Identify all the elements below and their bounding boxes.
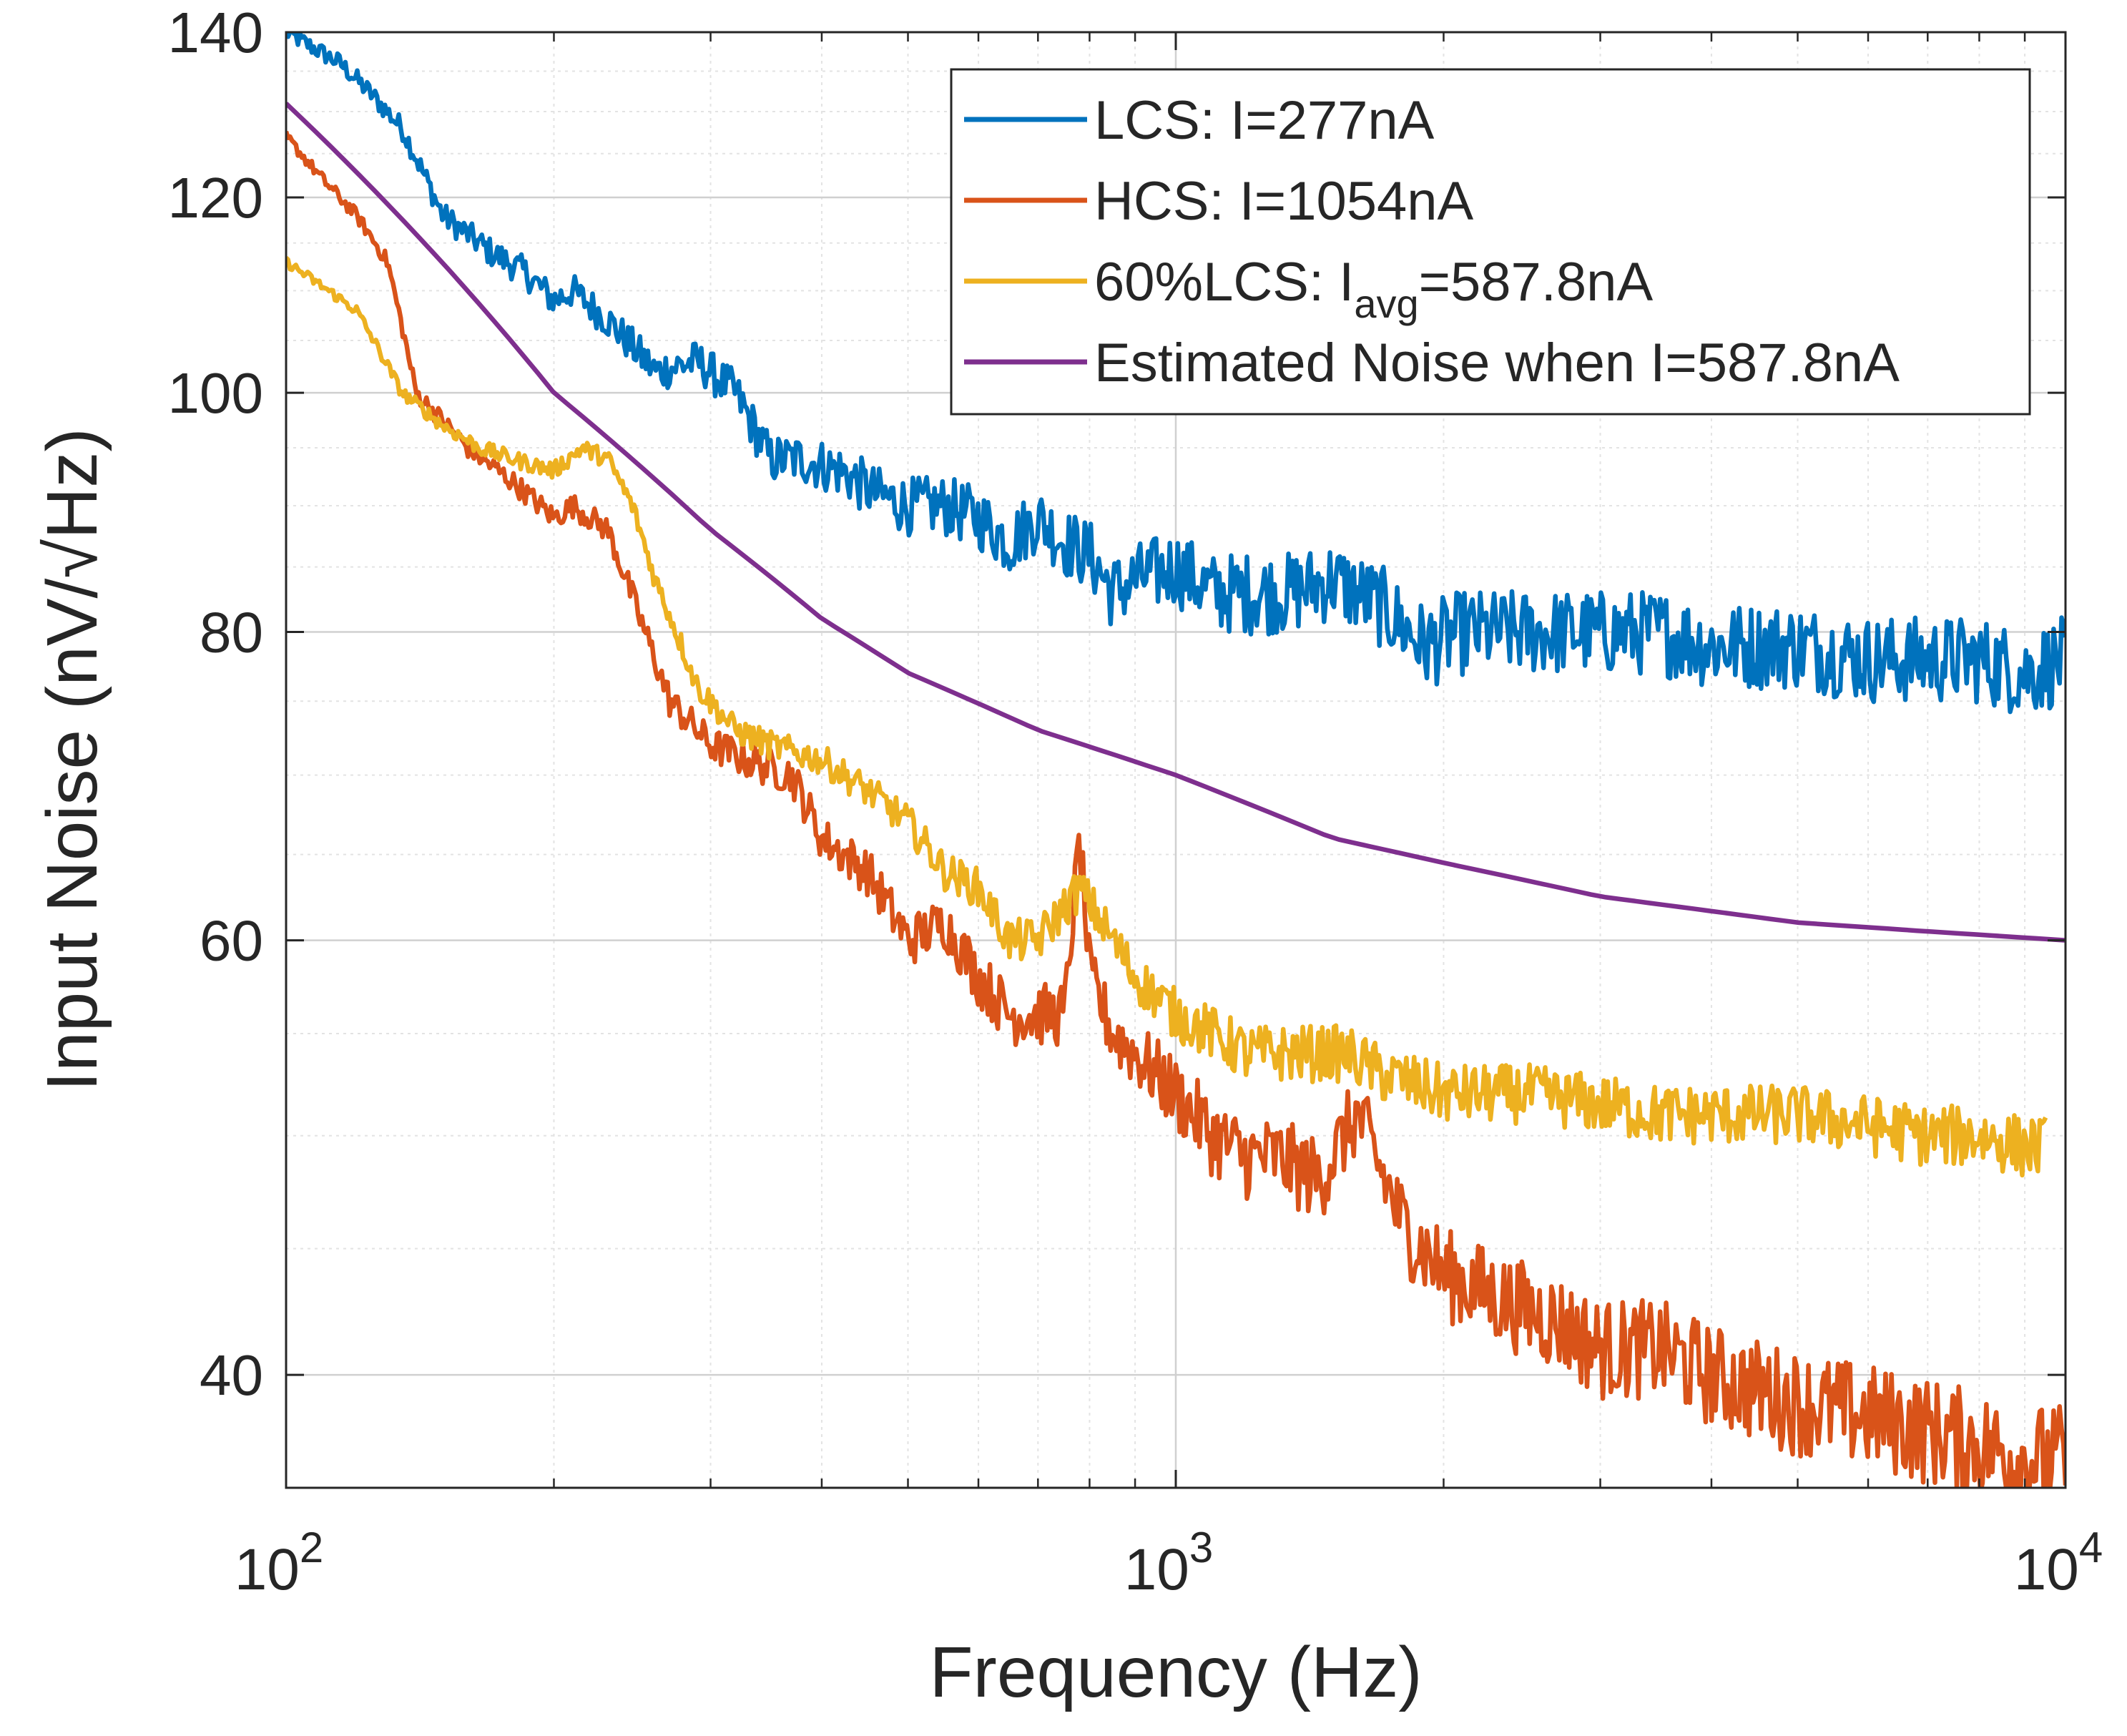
x-tick-label-base: 10	[235, 1537, 300, 1602]
legend-label-3: 60%LCS: Iavg=587.8nA	[1094, 252, 1653, 326]
axis-ticks	[285, 31, 2067, 1488]
y-tick-label: 120	[168, 166, 263, 230]
y-tick-label: 40	[200, 1343, 263, 1407]
legend-label-text: 60%LCS: I	[1094, 252, 1354, 313]
legend-label-text: HCS: I=1054nA	[1094, 171, 1474, 232]
y-tick-label: 100	[168, 361, 263, 425]
legend-label-4: Estimated Noise when I=587.8nA	[1094, 333, 1900, 393]
x-tick-label-base: 10	[1124, 1537, 1189, 1602]
x-tick-label: 103	[1124, 1524, 1214, 1602]
series-line-2	[286, 130, 2065, 1488]
y-tick-label: 140	[168, 1, 263, 64]
x-tick-label-exponent: 4	[2079, 1524, 2103, 1571]
x-tick-label: 104	[2014, 1524, 2103, 1602]
legend-label-tail: =587.8nA	[1419, 252, 1654, 313]
y-tick-label: 60	[200, 909, 263, 973]
series-layer	[286, 32, 2065, 1488]
x-tick-label-exponent: 3	[1189, 1524, 1213, 1571]
y-axis-label: Input Noise (nV/√Hz)	[32, 428, 112, 1091]
x-tick-label: 102	[235, 1524, 324, 1602]
series-line-3	[286, 256, 2048, 1178]
legend-label-subscript: avg	[1354, 281, 1418, 326]
legend-label-text: LCS: I=277nA	[1094, 90, 1435, 151]
legend-label-2: HCS: I=1054nA	[1094, 171, 1474, 232]
legend-box	[950, 68, 2031, 416]
series-line-1	[286, 32, 2065, 715]
legend-label-1: LCS: I=277nA	[1094, 90, 1435, 151]
y-tick-label: 80	[200, 601, 263, 665]
legend-label-text: Estimated Noise when I=587.8nA	[1094, 333, 1900, 393]
x-tick-label-base: 10	[2014, 1537, 2079, 1602]
legend: LCS: I=277nA HCS: I=1054nA 60%LCS: Iavg=58…	[950, 68, 2031, 416]
x-tick-label-exponent: 2	[300, 1524, 323, 1571]
series-line-4	[286, 102, 2065, 943]
x-axis-label: Frequency (Hz)	[929, 1632, 1422, 1712]
